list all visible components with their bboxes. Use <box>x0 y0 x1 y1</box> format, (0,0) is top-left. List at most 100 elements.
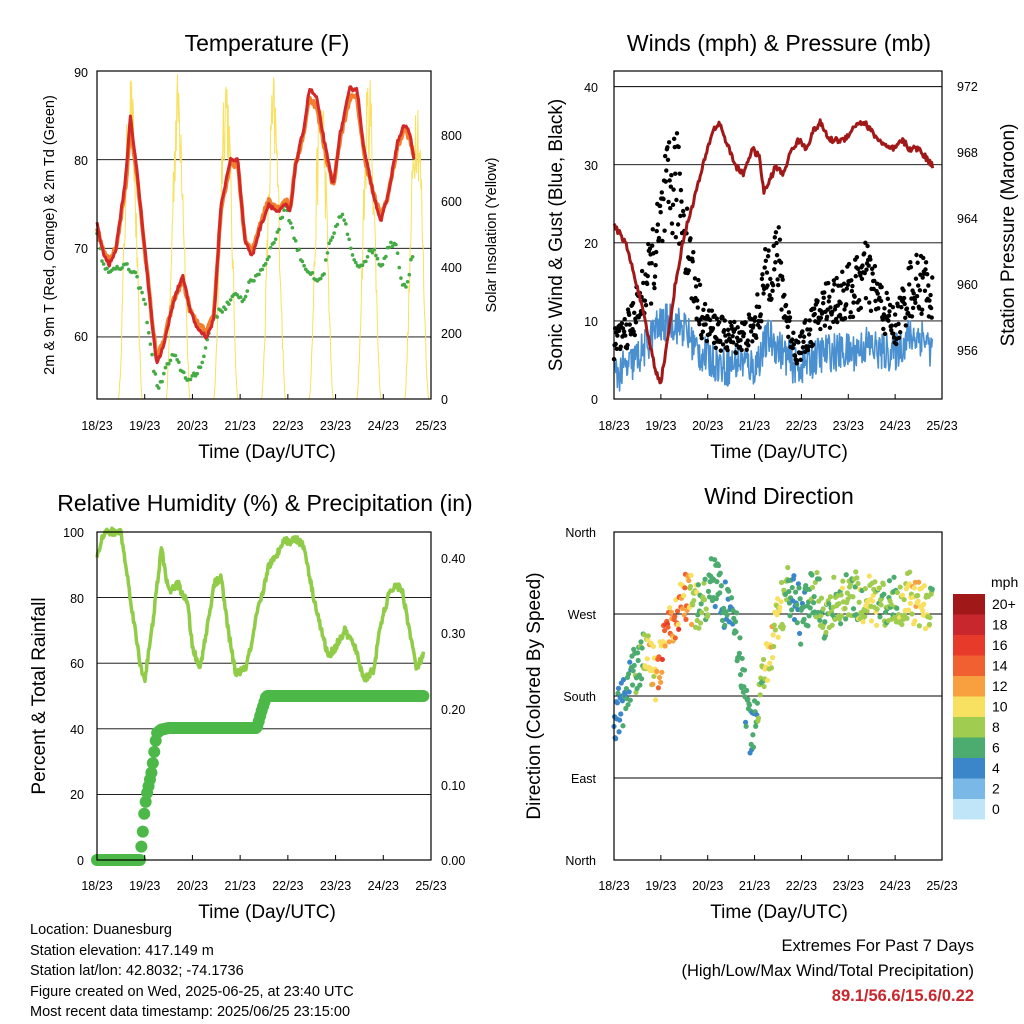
winds-y2tick-label: 968 <box>957 146 978 160</box>
gust-point <box>782 292 787 298</box>
humidity-frame <box>96 531 432 861</box>
dewpoint-point <box>335 222 340 227</box>
gust-point <box>633 320 639 325</box>
direction-point <box>745 696 751 702</box>
direction-point <box>818 612 824 619</box>
direction-point <box>822 619 828 625</box>
direction-point <box>813 614 820 620</box>
x-tick-label: 22/23 <box>786 419 817 433</box>
direction-point <box>853 569 859 575</box>
dewpoint-point <box>133 270 138 275</box>
direction-point <box>789 584 795 591</box>
gust-point <box>770 288 775 294</box>
gust-point <box>677 171 682 176</box>
gust-point <box>766 248 771 253</box>
dewpoint-point <box>375 256 380 261</box>
gust-point <box>819 311 825 316</box>
direction-point <box>733 610 740 616</box>
gust-point <box>835 319 840 325</box>
gust-point <box>697 321 702 327</box>
dewpoint-point <box>267 255 271 259</box>
gust-point <box>880 317 885 322</box>
gust-point <box>812 311 817 317</box>
gust-point <box>881 326 886 332</box>
gust-point <box>923 267 928 272</box>
direction-point <box>717 590 723 596</box>
gust-point <box>722 318 727 323</box>
gust-point <box>678 187 684 193</box>
gust-point <box>902 301 907 307</box>
gust-point <box>854 255 860 260</box>
gust-point <box>768 276 773 282</box>
gust-point <box>714 316 720 321</box>
gust-point <box>652 285 657 291</box>
gust-point <box>759 318 764 324</box>
gust-point <box>834 275 839 281</box>
gust-point <box>851 300 856 305</box>
gust-point <box>829 309 835 315</box>
dewpoint-point <box>141 297 146 302</box>
gust-point <box>686 268 691 273</box>
extremes-box: Extremes For Past 7 Days (High/Low/Max W… <box>681 934 974 1009</box>
sonic-wind-line <box>613 303 934 392</box>
gust-point <box>684 206 690 211</box>
dewpoint-point <box>182 370 186 375</box>
colorbar-swatch <box>953 696 985 717</box>
dewpoint-point <box>273 237 278 242</box>
gust-point <box>868 308 874 314</box>
gust-point <box>774 240 779 246</box>
winds-y2tick-label: 964 <box>957 212 978 226</box>
gust-point <box>653 262 658 268</box>
gust-point <box>910 305 916 311</box>
direction-ytick-label: South <box>563 690 596 704</box>
dewpoint-point <box>389 240 393 245</box>
gust-point <box>666 199 671 205</box>
dewpoint-point <box>198 365 203 370</box>
direction-point <box>872 579 878 585</box>
gust-point <box>676 144 681 150</box>
gust-point <box>763 246 768 252</box>
gust-point <box>818 326 823 332</box>
gust-point <box>711 340 717 346</box>
gust-point <box>787 318 792 324</box>
gust-point <box>626 312 632 318</box>
direction-point <box>915 598 921 604</box>
direction-point <box>743 723 749 729</box>
direction-point <box>786 588 792 595</box>
gust-point <box>762 265 767 270</box>
gust-point <box>908 260 913 265</box>
gust-point <box>842 316 848 321</box>
gust-point <box>811 306 817 311</box>
gust-point <box>862 270 867 276</box>
gust-point <box>830 288 835 293</box>
direction-panel: Wind Direction North East South West Nor… <box>524 483 1018 923</box>
direction-point <box>690 602 696 608</box>
station-latlon: Station lat/lon: 42.8032; -74.1736 <box>30 963 244 979</box>
x-tick-label: 21/23 <box>739 879 770 893</box>
x-tick-label: 23/23 <box>833 879 864 893</box>
gust-point <box>856 298 862 303</box>
gust-point <box>760 272 765 277</box>
precip-point <box>138 807 151 820</box>
gust-point <box>743 320 748 325</box>
gust-point <box>805 347 811 353</box>
gust-point <box>713 345 718 350</box>
direction-point <box>638 639 644 645</box>
dewpoint-point <box>380 262 385 267</box>
gust-point <box>841 281 847 286</box>
dewpoint-point <box>318 276 323 281</box>
direction-point <box>701 596 708 603</box>
direction-point <box>681 593 687 599</box>
dewpoint-point <box>235 293 240 297</box>
gust-point <box>850 314 856 320</box>
dewpoint-point <box>395 251 400 256</box>
winds-ytick-label: 10 <box>584 315 598 329</box>
gust-point <box>720 342 726 347</box>
gust-point <box>759 276 765 282</box>
dewpoint-point <box>203 346 208 350</box>
dewpoint-point <box>372 247 377 252</box>
gust-point <box>901 288 906 293</box>
humidity-ytick-label: 60 <box>70 657 84 671</box>
gust-point <box>927 298 932 303</box>
dewpoint-point <box>330 235 335 240</box>
